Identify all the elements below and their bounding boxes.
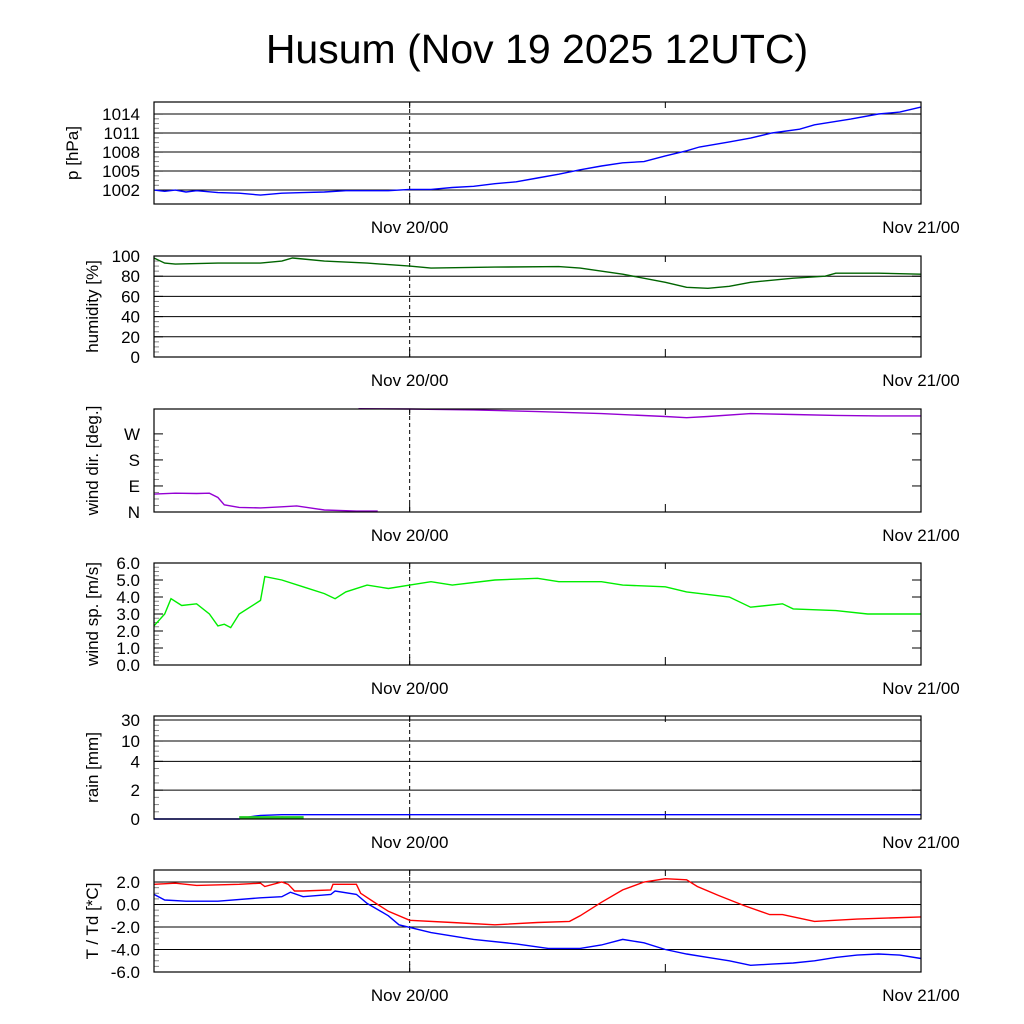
- y-tick-label: 1.0: [116, 639, 140, 658]
- x-tick-label: Nov 21/00: [882, 218, 960, 237]
- y-tick-label: 0: [131, 810, 140, 829]
- series-line-wind-direction: [153, 408, 921, 512]
- y-tick-label: 1005: [102, 162, 140, 181]
- x-tick-label: Nov 21/00: [882, 986, 960, 1005]
- y-axis-label: wind dir. [deg.]: [83, 406, 102, 517]
- y-tick-label: 10: [121, 732, 140, 751]
- y-tick-label: S: [129, 451, 140, 470]
- x-tick-label: Nov 21/00: [882, 371, 960, 390]
- y-tick-label: -4.0: [111, 941, 140, 960]
- y-tick-label: 60: [121, 287, 140, 306]
- y-tick-label: 2.0: [116, 622, 140, 641]
- x-tick-label: Nov 20/00: [371, 371, 449, 390]
- plot-frame: [153, 101, 922, 205]
- y-axis-label: humidity [%]: [83, 260, 102, 353]
- x-tick-label: Nov 21/00: [882, 679, 960, 698]
- series-line-pressure: [153, 106, 922, 196]
- y-tick-label: 3.0: [116, 605, 140, 624]
- y-tick-label: 4: [131, 752, 140, 771]
- panel-5: -6.0 -4.0 -2.0 0.0 2.0 Nov 20/00 Nov 21/00 T / …: [83, 869, 960, 1005]
- x-tick-label: Nov 21/00: [882, 526, 960, 545]
- y-tick-label: 4.0: [116, 588, 140, 607]
- rain-bar: [281, 816, 304, 819]
- y-tick-label: W: [124, 425, 140, 444]
- x-tick-label: Nov 20/00: [371, 679, 449, 698]
- y-tick-label: 20: [121, 328, 140, 347]
- series-line-humidity: [153, 257, 922, 290]
- panel-4: 0 2 410 30 Nov 20/00 Nov 21/00 rain [mm]: [83, 711, 960, 852]
- rain-bar: [260, 816, 283, 819]
- plot-frame: [153, 562, 922, 666]
- y-tick-label: 1014: [102, 105, 140, 124]
- y-tick-label: -2.0: [111, 918, 140, 937]
- plot-frame: [153, 255, 922, 358]
- y-tick-label: 0.0: [116, 896, 140, 915]
- y-tick-label: 100: [112, 247, 140, 266]
- x-tick-label: Nov 20/00: [371, 218, 449, 237]
- y-tick-label: 1008: [102, 143, 140, 162]
- x-tick-label: Nov 20/00: [371, 833, 449, 852]
- panel-3: 0.01.02.03.04.05.06.0 Nov 20/00 Nov 21/00 w…: [83, 554, 960, 698]
- y-axis-label: p [hPa]: [63, 126, 82, 180]
- y-tick-label: -6.0: [111, 963, 140, 982]
- y-tick-label: 80: [121, 267, 140, 286]
- y-tick-label: 1011: [103, 124, 140, 143]
- y-tick-label: 0.0: [116, 656, 140, 675]
- y-tick-label: 5.0: [116, 571, 140, 590]
- chart-title: Husum (Nov 19 2025 12UTC): [265, 26, 809, 72]
- series-line-t: [153, 877, 922, 926]
- y-tick-label: 2.0: [116, 873, 140, 892]
- plot-frame: [153, 408, 922, 513]
- y-tick-label: 6.0: [116, 554, 140, 573]
- plot-frame: [153, 869, 922, 973]
- y-tick-label: 40: [121, 308, 140, 327]
- y-axis-label: T / Td [*C]: [83, 883, 102, 960]
- y-tick-label: 30: [121, 711, 140, 730]
- y-tick-label: 1002: [102, 181, 140, 200]
- y-tick-label: 0: [131, 348, 140, 367]
- y-tick-label: N: [128, 503, 140, 522]
- x-tick-label: Nov 20/00: [371, 986, 449, 1005]
- series-line-wind-speed: [153, 575, 921, 629]
- y-tick-label: E: [129, 477, 140, 496]
- x-tick-label: Nov 21/00: [882, 833, 960, 852]
- series-line-td: [153, 890, 922, 967]
- y-axis-label: wind sp. [m/s]: [83, 562, 102, 667]
- x-tick-label: Nov 20/00: [371, 526, 449, 545]
- y-axis-label: rain [mm]: [83, 732, 102, 803]
- y-tick-label: 2: [131, 781, 140, 800]
- plot-frame: [153, 715, 922, 820]
- rain-bar: [239, 816, 262, 819]
